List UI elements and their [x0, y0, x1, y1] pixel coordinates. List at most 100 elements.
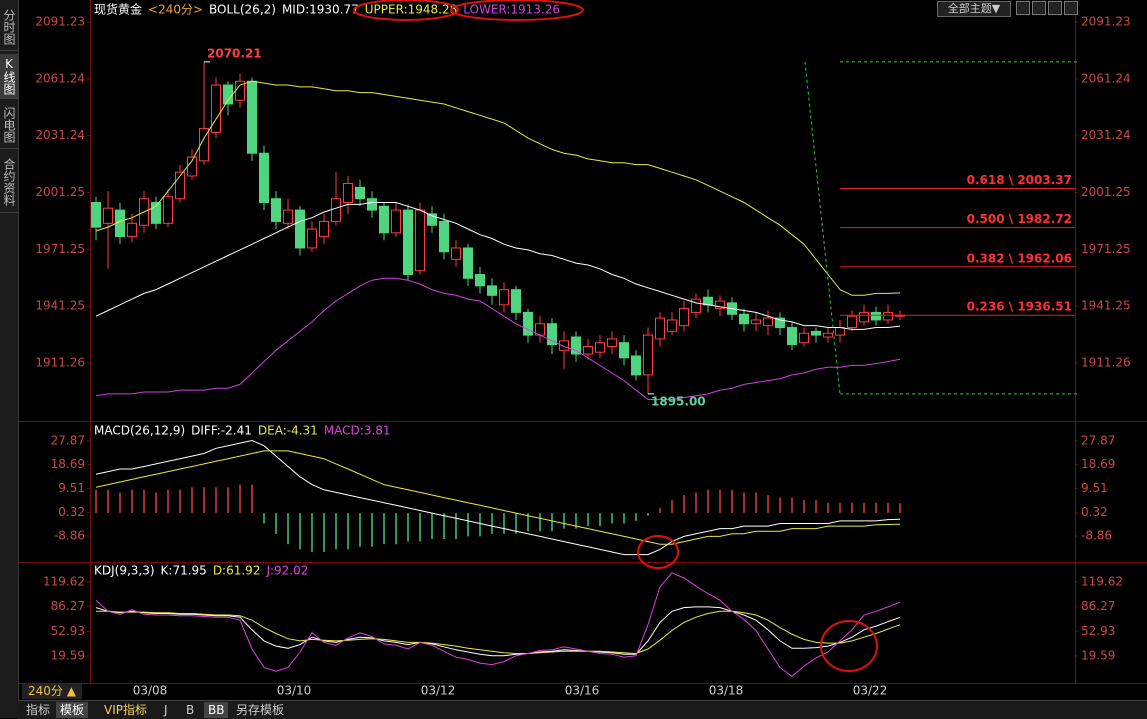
candle-body [703, 296, 713, 306]
highlight-circles [353, 0, 878, 672]
highlight-circle [820, 620, 878, 672]
indicator-line [96, 610, 901, 655]
legend-text: D:61.92 [213, 564, 261, 578]
candle-body [319, 220, 329, 238]
legend-text: DEA:-4.31 [258, 424, 318, 438]
candle-body [511, 289, 521, 313]
legend-text: J:92.02 [265, 564, 308, 578]
side-tab[interactable]: 合约资料 [0, 152, 18, 213]
frame [18, 0, 1147, 684]
y2-tick-label: 0.32 [1081, 505, 1108, 519]
toolbar-icon[interactable] [1016, 1, 1030, 15]
indicator-line [95, 606, 901, 657]
x-tick-label: 03/22 [853, 684, 888, 698]
legend-text: UPPER:1948.28 [365, 3, 457, 17]
side-tab[interactable]: 分时图 [0, 4, 18, 51]
candle-body [631, 355, 641, 376]
candle-body [775, 317, 785, 329]
candle-body [571, 336, 581, 355]
y2-tick-label: 119.62 [1081, 575, 1123, 589]
bottom-toolbar: 指标 模板 VIP指标 J B BB 另存模板 [18, 700, 1147, 719]
candle-body [883, 311, 893, 321]
candle-body [871, 311, 881, 321]
y-tick-label: 52.93 [51, 624, 85, 638]
candle-body [751, 319, 761, 325]
theme-dropdown[interactable]: 全部主题▼ [937, 1, 1011, 17]
legend-text: BOLL(26,2) [209, 3, 276, 17]
candle-body [343, 183, 353, 203]
candle-body [787, 327, 797, 346]
bottom-tab[interactable]: BB [204, 702, 229, 718]
candle-body [655, 317, 665, 340]
period-button[interactable]: 240分 ▲ [22, 684, 82, 699]
x-tick-label: 03/08 [133, 684, 168, 698]
y2-tick-label: 86.27 [1081, 599, 1115, 613]
candle-body [607, 338, 617, 347]
indicator-line [95, 202, 901, 330]
indicator-line [95, 80, 901, 296]
indicator-line [95, 439, 901, 556]
candle-body [823, 332, 833, 338]
candle-body [199, 128, 209, 162]
side-tab[interactable]: 闪电图 [0, 102, 18, 149]
candle-body [283, 209, 293, 224]
y2-tick-label: 2061.24 [1081, 71, 1131, 85]
legend-text: KDJ(9,3,3) [94, 564, 155, 578]
candle-body [211, 84, 221, 133]
x-tick-label: 03/18 [709, 684, 744, 698]
y-tick-label: 18.69 [51, 457, 85, 471]
bottom-tab[interactable]: 指标 [26, 703, 51, 717]
x-tick-label: 03/10 [277, 684, 312, 698]
candle-body [583, 345, 593, 355]
highlight-circle [637, 535, 679, 569]
side-tab[interactable]: K线图 [0, 54, 18, 99]
candle-body [151, 201, 161, 224]
candle-body [295, 209, 305, 249]
legend-text: K:71.95 [161, 564, 207, 578]
y2-tick-label: 19.59 [1081, 649, 1115, 663]
fib-label: 0.236 \ 1936.51 [967, 300, 1072, 314]
bottom-tab[interactable]: 另存模板 [236, 703, 285, 717]
toolbar-icon[interactable] [1048, 1, 1062, 15]
bottom-tab[interactable]: J [164, 703, 168, 717]
x-tick-label: 03/12 [421, 684, 456, 698]
candle-body [499, 289, 509, 306]
candle-body [715, 300, 725, 310]
y-tick-label: 19.59 [51, 649, 85, 663]
y-tick-label: 2031.24 [35, 128, 85, 142]
toolbar-icon[interactable] [1032, 1, 1046, 15]
y2-tick-label: 1911.26 [1081, 356, 1131, 370]
legend-text: <240分> [148, 3, 203, 17]
fib-trend-line [804, 61, 841, 394]
candle-body [331, 198, 341, 222]
candle-body [103, 207, 113, 224]
candle-body [547, 323, 557, 346]
candle-body [415, 209, 425, 272]
candle-body [679, 308, 689, 327]
y2-tick-label: 9.51 [1081, 481, 1108, 495]
y-tick-label: 9.51 [58, 481, 85, 495]
candle-body [523, 311, 533, 336]
candle-body [799, 332, 809, 344]
indicator-line [95, 572, 901, 678]
y2-tick-label: 1971.25 [1081, 242, 1131, 256]
bottom-tab[interactable]: B [186, 703, 195, 717]
y-tick-label: 1941.25 [35, 299, 85, 313]
y-tick-label: 2091.23 [35, 15, 85, 29]
candle-body [247, 80, 257, 154]
y2-tick-label: -8.86 [1081, 529, 1112, 543]
y2-tick-label: 18.69 [1081, 457, 1115, 471]
toolbar-icon[interactable] [1064, 1, 1078, 15]
y-tick-label: 2001.25 [35, 185, 85, 199]
indicator-line [95, 277, 901, 400]
candle-body [379, 205, 389, 234]
candle-body [427, 213, 437, 226]
bottom-tab[interactable]: 模板 [56, 702, 89, 718]
candle-body [835, 327, 845, 336]
candle-body [163, 196, 173, 224]
bottom-tab[interactable]: VIP指标 [104, 703, 147, 717]
candle-body [595, 342, 605, 353]
fib-label: 0.500 \ 1982.72 [967, 212, 1072, 226]
x-tick-label: 03/16 [565, 684, 600, 698]
